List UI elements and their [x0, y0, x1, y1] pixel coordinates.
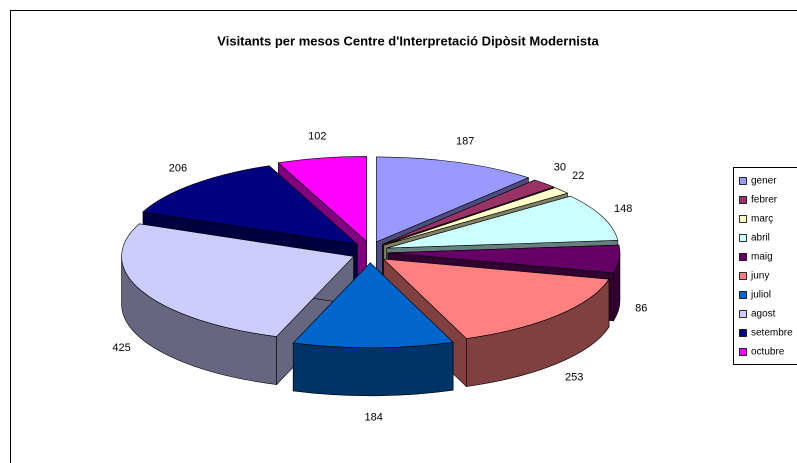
legend-label: juny — [750, 271, 769, 282]
legend-swatch — [739, 291, 747, 299]
legend-label: octubre — [751, 347, 785, 358]
data-label: 30 — [554, 162, 566, 174]
pie-slice — [121, 223, 355, 337]
legend-label: setembre — [751, 328, 793, 339]
legend-swatch — [739, 310, 747, 318]
legend-label: març — [751, 214, 773, 225]
data-label: 102 — [308, 130, 326, 142]
pie-slice — [387, 244, 621, 274]
legend-swatch — [739, 253, 747, 261]
pie-slice — [382, 179, 555, 245]
pie-slice — [386, 195, 619, 249]
legend-label: maig — [751, 252, 773, 263]
chart-title: Visitants per mesos Centre d'Interpretac… — [217, 33, 599, 48]
data-label: 148 — [614, 203, 632, 215]
data-label: 425 — [112, 342, 130, 354]
pie-slice — [277, 156, 367, 243]
data-label: 206 — [169, 162, 187, 174]
legend-swatch — [739, 215, 747, 223]
legend-swatch — [739, 272, 747, 280]
legend-swatch — [739, 177, 747, 185]
pie-slice — [376, 156, 530, 243]
legend-swatch — [739, 196, 747, 204]
data-label: 253 — [565, 372, 583, 384]
legend-swatch — [739, 234, 747, 242]
pie-slice — [382, 258, 610, 339]
legend-label: juliol — [750, 290, 771, 301]
pie-slice — [142, 165, 359, 245]
pie-slice — [383, 187, 569, 246]
data-label: 86 — [635, 303, 647, 315]
data-label: 187 — [456, 136, 474, 148]
legend-label: gener — [751, 176, 777, 187]
legend-label: febrer — [751, 195, 778, 206]
pie-slice — [292, 262, 454, 349]
legend-label: abril — [751, 233, 770, 244]
legend-swatch — [739, 348, 747, 356]
data-label: 184 — [364, 412, 382, 424]
legend-label: agost — [751, 309, 776, 320]
legend-swatch — [739, 329, 747, 337]
slice-side — [292, 341, 454, 397]
data-label: 22 — [572, 170, 584, 182]
